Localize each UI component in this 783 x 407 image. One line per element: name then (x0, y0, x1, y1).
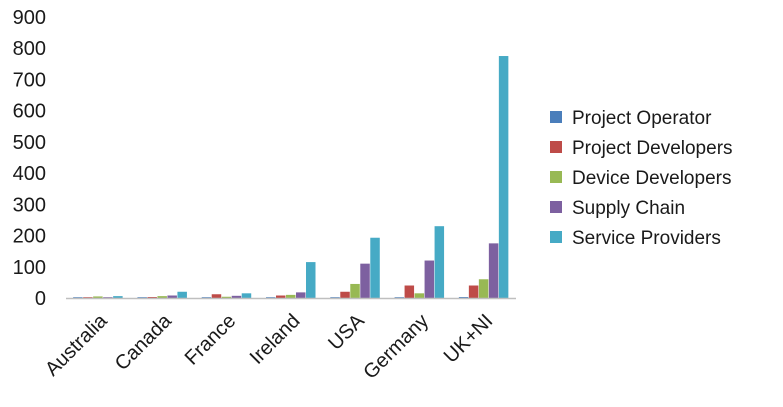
x-tick-label: Canada (111, 309, 177, 375)
y-tick-label: 700 (13, 69, 46, 91)
bar (306, 262, 316, 298)
bar (266, 297, 276, 298)
legend-swatch (550, 201, 562, 213)
bar (360, 263, 370, 298)
legend-label: Project Developers (572, 138, 733, 159)
bar (350, 283, 360, 298)
y-tick-label: 100 (13, 257, 46, 279)
bar (137, 297, 147, 298)
legend-label: Service Providers (572, 228, 721, 249)
bar (340, 291, 350, 298)
y-tick-label: 200 (13, 226, 46, 248)
legend-swatch (550, 141, 562, 153)
y-tick-label: 300 (13, 194, 46, 216)
bar (394, 297, 405, 298)
y-tick-label: 400 (13, 163, 46, 185)
bar (296, 292, 306, 298)
legend: Project Operator Project Developers Device… (550, 108, 733, 249)
x-tick-label: USA (324, 310, 369, 355)
bar (478, 279, 489, 298)
bar (177, 291, 187, 298)
bar (276, 295, 286, 298)
bar (498, 56, 509, 299)
bar (404, 285, 415, 298)
bar (201, 297, 212, 298)
bar (221, 296, 232, 298)
bars (73, 56, 509, 299)
bar (434, 226, 445, 298)
bar (458, 297, 469, 298)
bar (73, 297, 83, 298)
bar (147, 297, 157, 298)
bar (286, 294, 296, 298)
bar (157, 296, 167, 298)
y-axis-ticks: 0 100 200 300 400 500 600 700 800 900 (13, 7, 46, 310)
bar (231, 295, 242, 298)
x-tick-label: Ireland (246, 310, 305, 369)
x-tick-label: UK+NI (440, 310, 498, 368)
legend-swatch (550, 111, 562, 123)
bar (103, 297, 113, 298)
bar (468, 285, 479, 298)
legend-swatch (550, 171, 562, 183)
legend-label: Device Developers (572, 168, 731, 189)
x-tick-label: France (181, 310, 241, 370)
bar (241, 293, 252, 298)
y-tick-label: 500 (13, 132, 46, 154)
bar (370, 237, 380, 298)
bar (330, 297, 340, 298)
bar (488, 243, 499, 298)
bar (113, 296, 123, 298)
legend-label: Project Operator (572, 108, 712, 129)
y-tick-label: 600 (13, 101, 46, 123)
y-tick-label: 800 (13, 38, 46, 60)
legend-label: Supply Chain (572, 198, 685, 219)
bar (93, 296, 103, 298)
bar (424, 260, 435, 298)
x-tick-label: Germany (359, 310, 433, 384)
y-tick-label: 0 (35, 288, 46, 310)
bar (414, 293, 425, 298)
y-tick-label: 900 (13, 7, 46, 29)
legend-swatch (550, 231, 562, 243)
bar (83, 297, 93, 298)
bar (211, 294, 222, 298)
x-tick-label: Australia (41, 309, 112, 380)
bar (167, 295, 177, 298)
